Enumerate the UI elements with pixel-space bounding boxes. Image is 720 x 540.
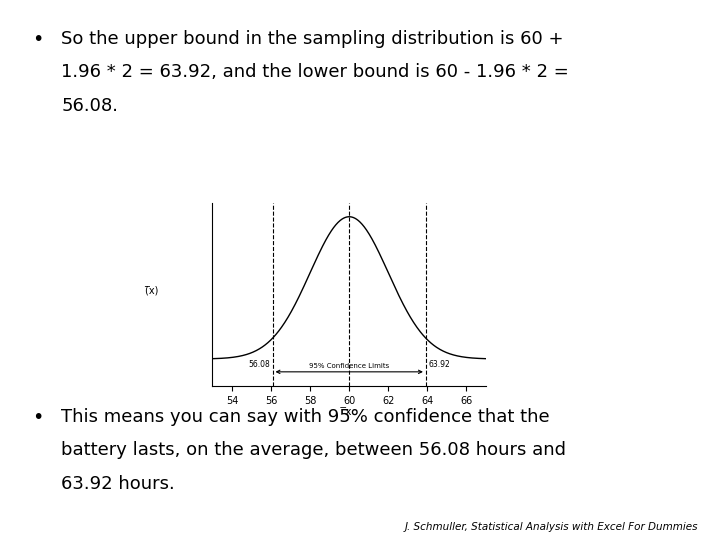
- Text: 56.08: 56.08: [248, 360, 270, 369]
- Text: (̅x): (̅x): [145, 286, 159, 295]
- Text: So the upper bound in the sampling distribution is 60 +: So the upper bound in the sampling distr…: [61, 30, 564, 48]
- Text: 63.92 hours.: 63.92 hours.: [61, 475, 175, 492]
- Text: 95% Confidence Limits: 95% Confidence Limits: [309, 363, 390, 369]
- Text: •: •: [32, 30, 44, 49]
- Text: 63.92: 63.92: [428, 360, 451, 369]
- Text: 56.08.: 56.08.: [61, 97, 118, 114]
- Text: J. Schmuller, Statistical Analysis with Excel For Dummies: J. Schmuller, Statistical Analysis with …: [405, 522, 698, 532]
- Text: battery lasts, on the average, between 56.08 hours and: battery lasts, on the average, between 5…: [61, 441, 566, 459]
- Text: •: •: [32, 408, 44, 427]
- Text: This means you can say with 95% confidence that the: This means you can say with 95% confiden…: [61, 408, 550, 426]
- X-axis label: ̅x: ̅x: [346, 407, 353, 417]
- Text: 1.96 * 2 = 63.92, and the lower bound is 60 - 1.96 * 2 =: 1.96 * 2 = 63.92, and the lower bound is…: [61, 63, 569, 81]
